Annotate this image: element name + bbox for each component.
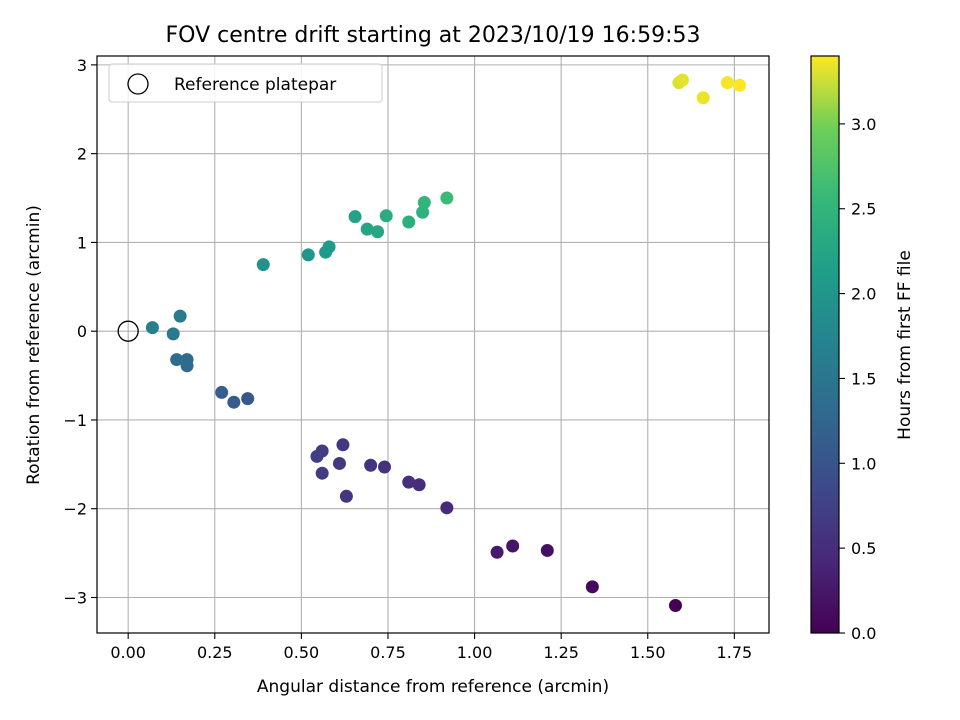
data-point [360,222,374,236]
x-tick-label: 1.00 [457,643,493,662]
data-point [402,475,416,489]
x-tick-label: 0.50 [284,643,320,662]
legend-box [108,63,383,103]
data-point [301,248,315,262]
colorbar-tick-label: 0.0 [851,624,876,643]
data-point [256,258,270,272]
reference-platepar-marker [117,320,139,342]
colorbar-label: Hours from first FF file [895,250,915,440]
x-tick-label: 0.25 [197,643,233,662]
data-point [336,438,350,452]
colorbar-tick-label: 2.0 [851,285,876,304]
data-point [215,385,229,399]
data-point [402,215,416,229]
y-tick-label: −1 [63,411,87,430]
x-tick-label: 1.50 [630,643,666,662]
data-point [227,395,241,409]
colorbar-tick-label: 1.0 [851,454,876,473]
x-tick-label: 0.00 [110,643,146,662]
legend: Reference platepar [108,63,383,103]
data-point [720,76,734,90]
y-tick-label: −2 [63,500,87,519]
data-point [585,580,599,594]
data-point [668,598,682,612]
colorbar-tick-label: 3.0 [851,115,876,134]
data-point [733,78,747,92]
x-tick-label: 1.25 [543,643,579,662]
x-axis-ticks: 0.00 0.25 0.50 0.75 1.00 1.25 1.50 1.75 [110,633,752,662]
x-tick-label: 0.75 [370,643,406,662]
plot-area-frame [96,55,770,634]
colorbar-tick-label: 2.5 [851,200,876,219]
data-point [440,191,454,205]
data-point [315,466,329,480]
y-tick-label: −3 [63,588,87,607]
y-tick-label: 2 [77,145,87,164]
data-point [371,225,385,239]
colorbar: 0.0 0.5 1.0 1.5 2.0 2.5 3.0 Hours from first F… [810,55,915,643]
colorbar-tick-label: 1.5 [851,369,876,388]
chart-title: FOV centre drift starting at 2023/10/19 … [166,23,701,48]
data-point [696,91,710,105]
data-point [180,353,194,367]
data-point [322,240,336,254]
y-axis-label: Rotation from reference (arcmin) [24,205,44,485]
data-point [310,449,324,463]
data-point [145,321,159,335]
grid-lines [97,56,769,633]
data-point [675,73,689,87]
data-point [241,392,255,406]
y-tick-label: 3 [77,56,87,75]
data-point [417,195,431,209]
y-tick-label: 0 [77,322,87,341]
data-point [506,539,520,553]
data-point [379,209,393,223]
colorbar-ticks: 0.0 0.5 1.0 1.5 2.0 2.5 3.0 [839,115,876,643]
data-point [378,460,392,474]
data-point [490,545,504,559]
colorbar-gradient [810,55,840,634]
y-tick-label: 1 [77,233,87,252]
data-point [412,478,426,492]
data-point [339,489,353,503]
legend-reference-marker [127,73,149,95]
x-axis-label: Angular distance from reference (arcmin) [257,677,609,697]
y-axis-ticks: −3 −2 −1 0 1 2 3 [63,56,97,607]
data-point [173,309,187,323]
data-point [166,327,180,341]
data-point [332,456,346,470]
data-points [145,73,747,612]
data-point [348,210,362,224]
data-point [440,501,454,515]
data-point [364,458,378,472]
legend-reference-label: Reference platepar [174,75,336,95]
x-tick-label: 1.75 [717,643,753,662]
data-point [170,353,184,367]
colorbar-tick-label: 0.5 [851,539,876,558]
data-point [416,205,430,219]
data-point [540,543,554,557]
